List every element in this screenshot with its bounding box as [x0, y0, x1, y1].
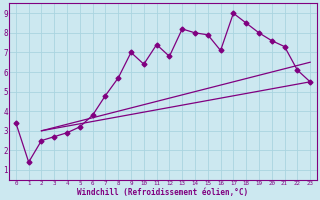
X-axis label: Windchill (Refroidissement éolien,°C): Windchill (Refroidissement éolien,°C): [77, 188, 249, 197]
